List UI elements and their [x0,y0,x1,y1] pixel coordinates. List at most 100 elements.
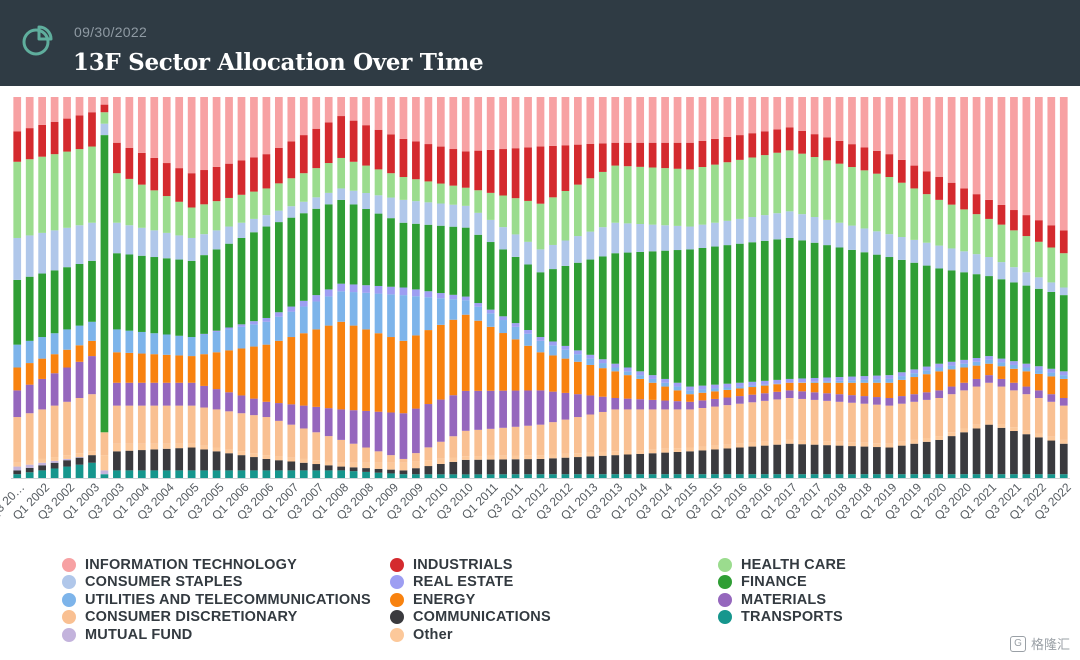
bar-segment-finance [474,234,483,304]
bar-segment-health-care [549,197,557,245]
bar-segment-communications [873,447,881,475]
bar-segment-consumer-disc [162,405,171,444]
bar-segment-materials [735,396,744,404]
bar-segment-other [985,420,993,425]
bar-segment-materials [436,399,445,442]
bar-segment-info-tech [399,97,408,139]
bar-segment-info-tech [461,97,470,152]
bar-segment-health-care [412,179,420,202]
bar-segment-health-care [212,201,221,231]
bar-segment-other [798,440,806,445]
bar-segment-transports [835,474,844,478]
legend-item-energy[interactable]: ENERGY [390,591,475,608]
bar-38 [486,97,495,478]
bar-segment-industrials [125,147,134,179]
bar-segment-utilities [50,333,59,355]
legend-item-info-tech[interactable]: INFORMATION TECHNOLOGY [62,556,297,573]
legend-swatch [62,627,76,642]
bar-segment-consumer-disc [860,403,869,443]
bar-segment-materials [424,404,433,448]
bar-segment-communications [262,458,271,471]
bar-segment-finance [623,252,632,368]
bar-segment-real-estate [972,357,981,362]
bar-segment-health-care [873,173,881,232]
bar-segment-industrials [1022,215,1031,237]
bar-segment-transports [13,474,22,478]
bar-segment-energy [922,374,931,393]
legend-item-finance[interactable]: FINANCE [718,574,807,591]
bar-segment-other [113,443,121,452]
legend-item-industrials[interactable]: INDUSTRIALS [390,556,513,573]
bar-segment-communications [785,443,794,475]
bar-segment-energy [536,352,545,391]
bar-segment-finance [586,259,595,355]
legend-item-utilities[interactable]: UTILITIES AND TELECOMMUNICATIONS [62,591,371,608]
bar-segment-utilities [387,294,395,338]
bar-segment-real-estate [561,345,570,350]
bar-segment-energy [424,330,433,405]
bar-segment-info-tech [100,97,109,105]
bar-segment-real-estate [374,285,383,294]
bar-segment-industrials [748,133,757,158]
bar-segment-consumer-staples [835,222,844,248]
bar-55 [698,97,707,478]
legend-item-consumer-staples[interactable]: CONSUMER STAPLES [62,574,243,591]
bar-segment-utilities [63,329,71,350]
bar-segment-other [760,441,769,446]
bar-segment-energy [897,379,906,397]
bar-segment-consumer-staples [187,237,196,261]
legend-item-transports[interactable]: TRANSPORTS [718,609,843,626]
legend-label: Other [413,626,453,643]
bar-segment-health-care [250,191,258,219]
bar-segment-communications [25,467,34,473]
bar-segment-consumer-staples [299,201,308,214]
bar-segment-materials [499,390,507,428]
bar-segment-other [735,443,744,448]
legend-item-materials[interactable]: MATERIALS [718,591,826,608]
bar-segment-real-estate [262,317,271,322]
bar-segment-real-estate [623,367,632,372]
bar-segment-consumer-disc [586,414,595,453]
bar-segment-energy [910,377,919,395]
bar-segment-finance [873,254,881,376]
bar-segment-communications [225,453,233,471]
bar-segment-info-tech [648,97,657,143]
bar-segment-materials [760,393,769,401]
bar-segment-consumer-disc [461,430,470,457]
bar-25 [324,97,333,478]
legend-item-consumer-disc[interactable]: CONSUMER DISCRETIONARY [62,609,298,626]
bar-segment-consumer-disc [237,413,246,452]
legend-item-health-care[interactable]: HEALTH CARE [718,556,846,573]
bar-segment-other [200,445,208,450]
bar-segment-consumer-disc [561,419,570,454]
bar-segment-consumer-disc [262,417,271,456]
legend-item-mutual-fund[interactable]: MUTUAL FUND [62,626,192,643]
bar-segment-transports [474,474,483,478]
legend-item-real-estate[interactable]: REAL ESTATE [390,574,514,591]
bar-segment-real-estate [648,375,657,379]
bar-segment-info-tech [873,97,881,151]
bar-segment-other [299,458,308,463]
bar-segment-industrials [947,182,956,205]
legend-swatch [718,610,732,624]
bar-segment-energy [760,385,769,394]
bar-segment-utilities [225,329,233,351]
bar-segment-industrials [661,142,669,169]
bar-segment-industrials [50,121,59,155]
bar-segment-finance [237,237,246,325]
bar-segment-energy [1010,368,1018,383]
legend-item-other[interactable]: Other [390,626,453,643]
bar-segment-materials [312,406,321,433]
bar-segment-info-tech [686,97,694,143]
bar-segment-utilities [574,354,582,362]
bar-segment-other [536,455,545,459]
bar-segment-industrials [873,150,881,174]
bar-segment-materials [549,391,557,423]
bar-segment-consumer-staples [760,215,769,241]
legend-item-communications[interactable]: COMMUNICATIONS [390,609,551,626]
bar-segment-health-care [661,168,669,226]
bar-segment-consumer-disc [922,399,931,438]
bar-segment-health-care [773,152,782,214]
bar-14 [187,97,196,478]
bar-segment-info-tech [536,97,545,147]
